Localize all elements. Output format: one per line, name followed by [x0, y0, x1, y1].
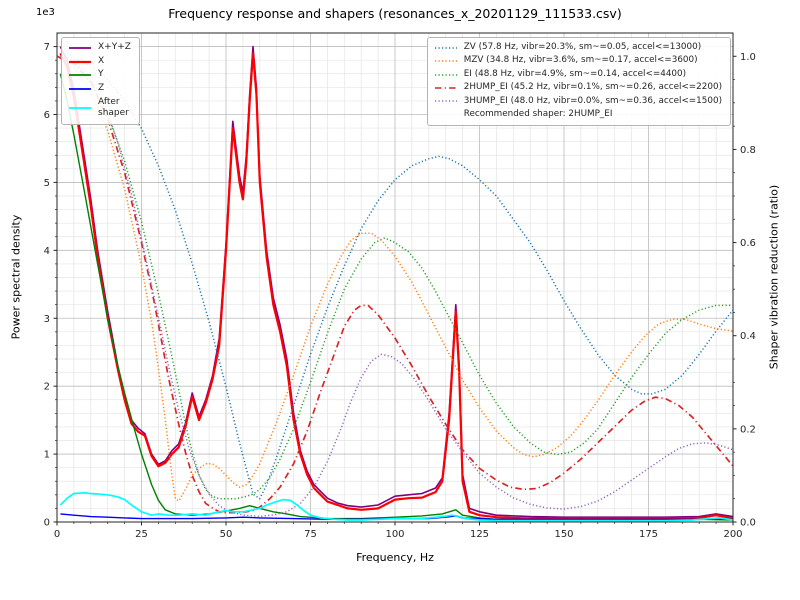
- legend-label: Z: [98, 83, 105, 94]
- legend-line-sample: [69, 107, 91, 110]
- axis-ticks: 0 25 50 75 100 125 150 175 200 0 1 2 3 4 5 6 7 0.0 0.2 0.4 0…: [44, 42, 756, 540]
- legend-item: Recommended shaper: 2HUMP_EI: [434, 109, 722, 120]
- legend-item: 3HUMP_EI (48.0 Hz, vibr=0.0%, sm~=0.36, …: [434, 96, 722, 107]
- x-tick-label: 75: [304, 529, 317, 540]
- legend-shapers: ZV (57.8 Hz, vibr=20.3%, sm~=0.05, accel…: [426, 37, 731, 126]
- legend-line-sample: [434, 87, 457, 89]
- legend-line-sample: [69, 60, 91, 63]
- legend-label: 3HUMP_EI (48.0 Hz, vibr=0.0%, sm~=0.36, …: [463, 95, 722, 106]
- legend-line-sample: [434, 73, 457, 76]
- legend-label: X: [98, 55, 105, 66]
- legend-line-sample: [69, 46, 91, 49]
- y-right-tick-label: 0.0: [740, 518, 756, 529]
- y-left-tick-label: 5: [44, 178, 50, 189]
- y-left-tick-label: 4: [44, 246, 50, 257]
- x-tick-label: 200: [723, 529, 742, 540]
- series-2hump-ei: [57, 55, 733, 514]
- y-right-tick-label: 0.8: [740, 145, 756, 156]
- legend-label: 2HUMP_EI (45.2 Hz, vibr=0.1%, sm~=0.26, …: [463, 82, 722, 93]
- y-left-tick-label: 0: [44, 518, 50, 529]
- legend-item: X+Y+Z: [68, 42, 131, 54]
- legend-item: X: [68, 56, 131, 68]
- legend-line-sample: [434, 100, 457, 103]
- y-left-tick-label: 3: [44, 314, 50, 325]
- y-right-tick-label: 0.4: [740, 331, 756, 342]
- series-zv: [57, 55, 733, 500]
- legend-item: 2HUMP_EI (45.2 Hz, vibr=0.1%, sm~=0.26, …: [434, 82, 722, 93]
- series-x: [59, 52, 733, 520]
- legend-line-sample: [69, 74, 91, 77]
- legend-item: MZV (34.8 Hz, vibr=3.6%, sm~=0.17, accel…: [434, 55, 722, 66]
- series-mzv: [57, 55, 733, 502]
- x-tick-label: 100: [385, 529, 404, 540]
- legend-item: Z: [68, 83, 131, 95]
- y-left-tick-label: 7: [44, 42, 50, 53]
- legend-label: MZV (34.8 Hz, vibr=3.6%, sm~=0.17, accel…: [463, 55, 698, 66]
- legend-line-sample: [69, 88, 91, 90]
- x-tick-label: 25: [135, 529, 148, 540]
- legend-label: Recommended shaper: 2HUMP_EI: [463, 109, 613, 120]
- legend-label: After shaper: [98, 96, 129, 119]
- x-tick-label: 125: [470, 529, 489, 540]
- y-axis-offset-text: 1e3: [36, 7, 55, 18]
- y-right-tick-label: 0.2: [740, 424, 756, 435]
- x-axis-label: Frequency, Hz: [356, 551, 434, 564]
- legend-item: EI (48.8 Hz, vibr=4.9%, sm~=0.14, accel<…: [434, 69, 722, 80]
- chart-title: Frequency response and shapers (resonanc…: [168, 6, 622, 21]
- legend-label: ZV (57.8 Hz, vibr=20.3%, sm~=0.05, accel…: [463, 42, 702, 52]
- legend-psd: X+Y+Z X Y Z After shaper: [61, 37, 140, 126]
- x-tick-label: 50: [220, 529, 233, 540]
- series-ei: [57, 55, 733, 500]
- legend-line-sample: [434, 60, 457, 62]
- y-axis-label-left: Power spectral density: [9, 214, 23, 340]
- y-left-tick-label: 2: [44, 382, 50, 393]
- series-y: [59, 73, 733, 521]
- legend-label: Y: [98, 69, 104, 80]
- legend-label: X+Y+Z: [98, 42, 131, 52]
- y-left-tick-label: 6: [44, 110, 50, 121]
- y-left-tick-label: 1: [44, 450, 50, 461]
- legend-item: ZV (57.8 Hz, vibr=20.3%, sm~=0.05, accel…: [434, 42, 722, 53]
- y-right-tick-label: 1.0: [740, 52, 756, 63]
- legend-label: EI (48.8 Hz, vibr=4.9%, sm~=0.14, accel<…: [463, 68, 687, 79]
- x-tick-label: 150: [554, 529, 573, 540]
- y-right-tick-label: 0.6: [740, 238, 756, 249]
- legend-line-sample: [434, 46, 457, 49]
- legend-item: After shaper: [68, 97, 131, 120]
- series-after-shaper: [59, 491, 733, 522]
- series-group: [57, 45, 733, 522]
- x-tick-label: 0: [54, 529, 60, 540]
- legend-item: Y: [68, 69, 131, 81]
- y-axis-label-right: Shaper vibration reduction (ratio): [767, 184, 781, 370]
- x-tick-label: 175: [639, 529, 658, 540]
